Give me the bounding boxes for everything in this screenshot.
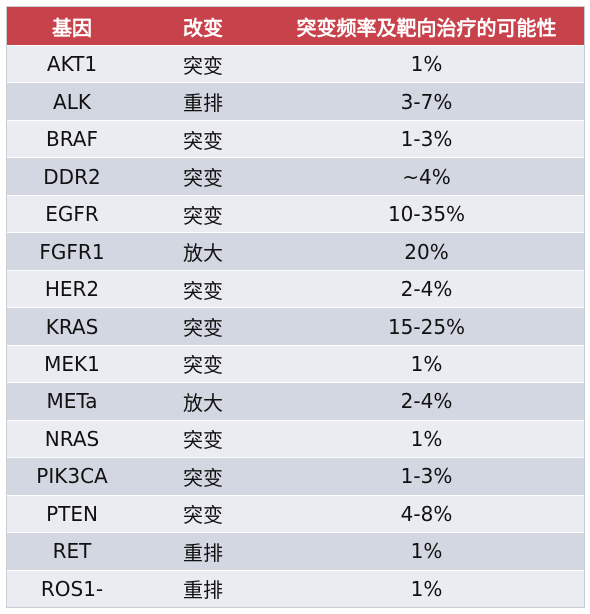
frequency-cell: 1-3% xyxy=(400,464,453,489)
change-cell: 突变 xyxy=(183,316,223,341)
gene-cell: MEK1 xyxy=(44,351,100,376)
table-row: PTEN 突变 4-8% xyxy=(7,494,584,533)
table-row: DDR2 突变 ~4% xyxy=(7,157,584,195)
header-frequency: 突变频率及靶向治疗的可能性 xyxy=(296,15,557,40)
gene-cell: FGFR1 xyxy=(39,239,105,264)
change-cell: 突变 xyxy=(183,278,223,303)
table-row: KRAS 突变 15-25% xyxy=(7,307,584,345)
change-cell: 放大 xyxy=(183,241,223,266)
change-cell: 重排 xyxy=(183,91,223,116)
frequency-cell: 1% xyxy=(410,576,443,601)
gene-cell: AKT1 xyxy=(46,52,98,77)
table-row: MEK1 突变 1% xyxy=(7,344,584,383)
gene-cell: RET xyxy=(52,539,92,564)
table-row: AKT1 突变 1% xyxy=(7,45,584,83)
table-row: BRAF 突变 1-3% xyxy=(7,119,584,158)
header-change: 改变 xyxy=(183,15,223,40)
frequency-cell: 2-4% xyxy=(400,389,453,414)
table-body: AKT1 突变 1% ALK 重排 3-7% BRAF 突变 1-3% DDR2 突变 ~4% EGFR… xyxy=(7,45,584,608)
change-cell: 突变 xyxy=(183,428,223,453)
change-cell: 突变 xyxy=(183,465,223,490)
change-cell: 突变 xyxy=(183,503,223,528)
gene-cell: HER2 xyxy=(44,277,100,302)
header-gene: 基因 xyxy=(52,15,92,40)
gene-cell: NRAS xyxy=(44,426,100,451)
table-row: HER2 突变 2-4% xyxy=(7,269,584,308)
table-row: FGFR1 放大 20% xyxy=(7,232,584,270)
gene-mutation-table: 基因 改变 突变频率及靶向治疗的可能性 AKT1 突变 1% ALK 重排 3-7% BRA… xyxy=(6,6,585,608)
change-cell: 放大 xyxy=(183,390,223,415)
change-cell: 突变 xyxy=(183,203,223,228)
gene-cell: METa xyxy=(46,389,98,414)
table-row: PIK3CA 突变 1-3% xyxy=(7,457,584,495)
gene-cell: ROS1- xyxy=(40,576,104,601)
change-cell: 突变 xyxy=(183,353,223,378)
frequency-cell: 1% xyxy=(410,351,443,376)
table-row: RET 重排 1% xyxy=(7,532,584,570)
table-row: METa 放大 2-4% xyxy=(7,382,584,420)
table-row: ALK 重排 3-7% xyxy=(7,82,584,120)
change-cell: 重排 xyxy=(183,578,223,603)
gene-cell: DDR2 xyxy=(43,164,101,189)
frequency-cell: 3-7% xyxy=(400,89,453,114)
change-cell: 突变 xyxy=(183,166,223,191)
change-cell: 重排 xyxy=(183,540,223,565)
table-row: NRAS 突变 1% xyxy=(7,419,584,458)
change-cell: 突变 xyxy=(183,53,223,78)
frequency-cell: 4-8% xyxy=(400,501,453,526)
table-row: EGFR 突变 10-35% xyxy=(7,194,584,233)
gene-cell: BRAF xyxy=(46,127,98,152)
gene-cell: PTEN xyxy=(46,501,98,526)
gene-cell: EGFR xyxy=(45,202,99,227)
frequency-cell: 1% xyxy=(410,52,443,77)
table-header: 基因 改变 突变频率及靶向治疗的可能性 xyxy=(7,7,584,45)
frequency-cell: 20% xyxy=(404,239,449,264)
frequency-cell: ~4% xyxy=(402,164,451,189)
frequency-cell: 1% xyxy=(410,539,443,564)
gene-cell: KRAS xyxy=(45,314,99,339)
change-cell: 突变 xyxy=(183,128,223,153)
gene-cell: PIK3CA xyxy=(36,464,108,489)
frequency-cell: 15-25% xyxy=(387,314,466,339)
frequency-cell: 10-35% xyxy=(387,202,466,227)
table-row: ROS1- 重排 1% xyxy=(7,569,584,608)
frequency-cell: 2-4% xyxy=(400,277,453,302)
gene-cell: ALK xyxy=(53,89,91,114)
frequency-cell: 1-3% xyxy=(400,127,453,152)
frequency-cell: 1% xyxy=(410,426,443,451)
